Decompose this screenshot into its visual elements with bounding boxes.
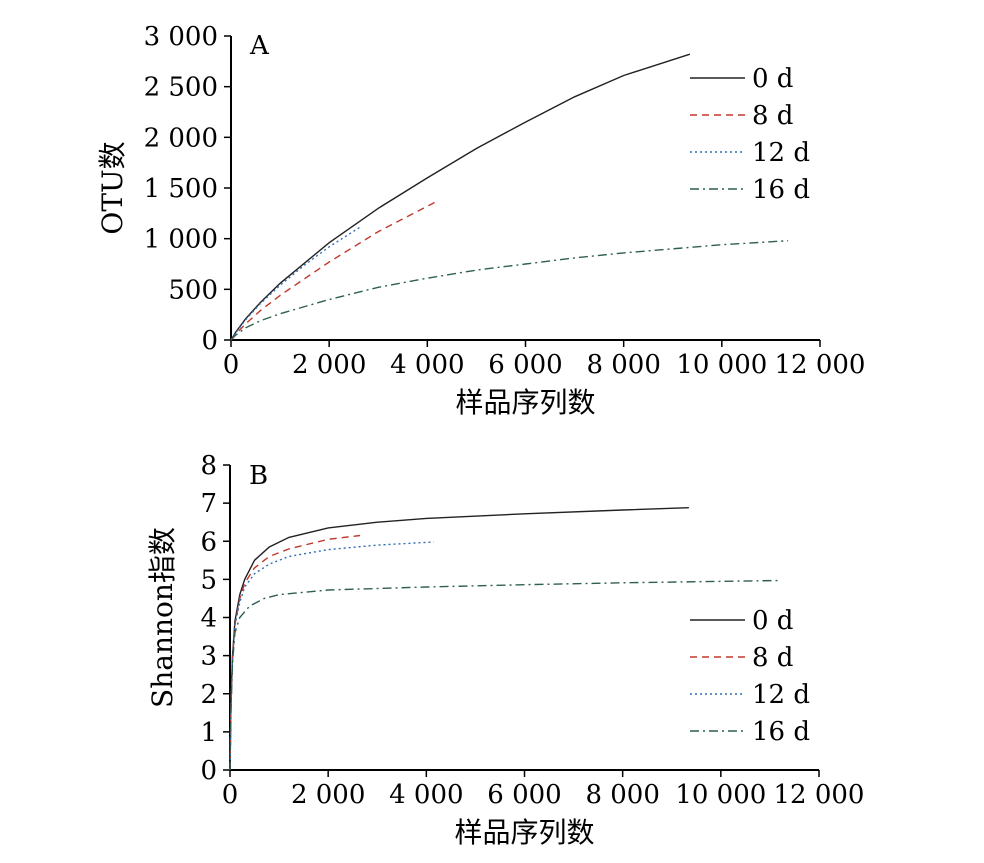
x-tick-label: 6 000 bbox=[488, 350, 562, 380]
legend-label: 0 d bbox=[752, 64, 793, 94]
series-line-16d bbox=[230, 581, 780, 771]
y-tick-label: 3 bbox=[200, 642, 217, 672]
x-tick-label: 10 000 bbox=[676, 350, 767, 380]
y-axis-title: OTU数 bbox=[96, 141, 129, 234]
x-tick-label: 2 000 bbox=[292, 350, 366, 380]
y-tick-label: 1 000 bbox=[144, 225, 218, 255]
y-tick-label: 1 500 bbox=[144, 174, 218, 204]
series-line-12d bbox=[230, 542, 434, 770]
legend-label: 12 d bbox=[752, 138, 810, 168]
x-tick-label: 2 000 bbox=[291, 780, 365, 810]
y-tick-label: 7 bbox=[200, 489, 217, 519]
x-tick-label: 8 000 bbox=[586, 350, 660, 380]
x-tick-label: 4 000 bbox=[389, 780, 463, 810]
y-tick-label: 500 bbox=[168, 275, 218, 305]
x-tick-label: 12 000 bbox=[774, 780, 865, 810]
y-tick-label: 1 bbox=[200, 718, 217, 748]
x-tick-label: 0 bbox=[223, 350, 240, 380]
legend-label: 12 d bbox=[752, 680, 810, 710]
panel-label: A bbox=[249, 31, 270, 61]
y-tick-label: 2 000 bbox=[144, 123, 218, 153]
x-tick-label: 4 000 bbox=[390, 350, 464, 380]
legend: 0 d 8 d 12 d 16 d bbox=[690, 606, 810, 747]
series-line-0d bbox=[231, 54, 690, 340]
panel-b: 0 2 000 4 000 6 000 8 000 10 000 12 000 0 1 2 3 4 5 6… bbox=[146, 451, 864, 849]
legend-label: 0 d bbox=[752, 606, 793, 636]
x-axis-title: 样品序列数 bbox=[455, 386, 595, 419]
x-tick-label: 12 000 bbox=[775, 350, 866, 380]
legend: 0 d 8 d 12 d 16 d bbox=[690, 64, 810, 205]
x-tick-label: 0 bbox=[222, 780, 239, 810]
y-tick-label: 3 000 bbox=[144, 22, 218, 52]
x-tick-label: 10 000 bbox=[675, 780, 766, 810]
y-tick-label: 6 bbox=[200, 527, 217, 557]
y-tick-label: 5 bbox=[200, 565, 217, 595]
y-axis-title: Shannon指数 bbox=[146, 527, 179, 708]
y-tick-label: 8 bbox=[200, 451, 217, 481]
series-line-12d bbox=[231, 227, 361, 341]
legend-label: 16 d bbox=[752, 717, 810, 747]
legend-label: 16 d bbox=[752, 175, 810, 205]
y-tick-label: 4 bbox=[200, 604, 217, 634]
y-tick-label: 0 bbox=[201, 326, 218, 356]
x-tick-label: 8 000 bbox=[585, 780, 659, 810]
x-axis-title: 样品序列数 bbox=[454, 816, 594, 849]
series-line-8d bbox=[231, 201, 437, 340]
panel-a: 0 2 000 4 000 6 000 8 000 10 000 12 000 0 500 1 0… bbox=[96, 22, 865, 419]
legend-label: 8 d bbox=[752, 643, 793, 673]
y-tick-label: 0 bbox=[200, 756, 217, 786]
legend-label: 8 d bbox=[752, 101, 793, 131]
y-tick-label: 2 500 bbox=[144, 73, 218, 103]
panel-label: B bbox=[249, 461, 268, 491]
x-tick-label: 6 000 bbox=[487, 780, 561, 810]
y-tick-label: 2 bbox=[200, 680, 217, 710]
